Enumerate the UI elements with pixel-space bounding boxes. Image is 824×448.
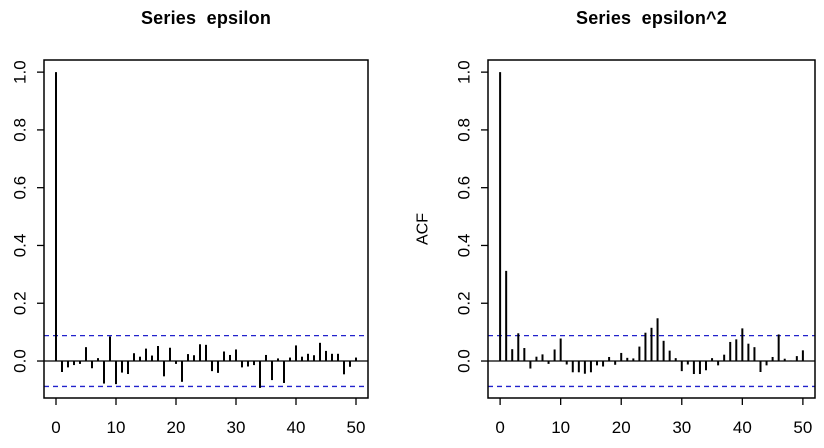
y-tick-label: 0.6 (455, 176, 474, 200)
x-tick-label: 0 (51, 418, 60, 437)
y-tick-label: 0.4 (455, 234, 474, 258)
y-axis-label-acf: ACF (415, 213, 432, 245)
x-tick-label: 50 (793, 418, 812, 437)
y-tick-label: 1.0 (11, 60, 30, 84)
acf-plot-epsilon-squared: 0 10 20 30 40 50 0.0 0.2 0.4 0.6 0.8 1.0 ACF (415, 59, 816, 437)
plot-title-epsilon: Series epsilon (140, 8, 272, 28)
y-tick-label: 0.6 (11, 176, 30, 200)
x-tick-label: 20 (612, 418, 631, 437)
y-tick-label: 1.0 (455, 60, 474, 84)
x-tick-label: 10 (107, 418, 126, 437)
y-tick-label: 0.2 (11, 291, 30, 315)
y-tick-label: 0.4 (11, 234, 30, 258)
x-tick-label: 30 (672, 418, 691, 437)
x-tick-label: 40 (287, 418, 306, 437)
x-tick-label: 0 (495, 418, 504, 437)
y-tick-label: 0.2 (455, 291, 474, 315)
plot-title-epsilon-squared: Series epsilon^2 (576, 8, 727, 28)
x-tick-label: 30 (227, 418, 246, 437)
plot-box (487, 59, 816, 399)
x-tick-label: 10 (551, 418, 570, 437)
plot-box (43, 59, 369, 399)
x-tick-label: 20 (167, 418, 186, 437)
x-tick-label: 50 (347, 418, 366, 437)
x-tick-label: 40 (733, 418, 752, 437)
acf-plot-epsilon: 0 10 20 30 40 50 0.0 0.2 0.4 0.6 0.8 1.0 (11, 59, 369, 437)
y-tick-label: 0.0 (11, 349, 30, 373)
y-tick-label: 0.8 (11, 118, 30, 142)
y-tick-label: 0.8 (455, 118, 474, 142)
y-tick-label: 0.0 (455, 349, 474, 373)
